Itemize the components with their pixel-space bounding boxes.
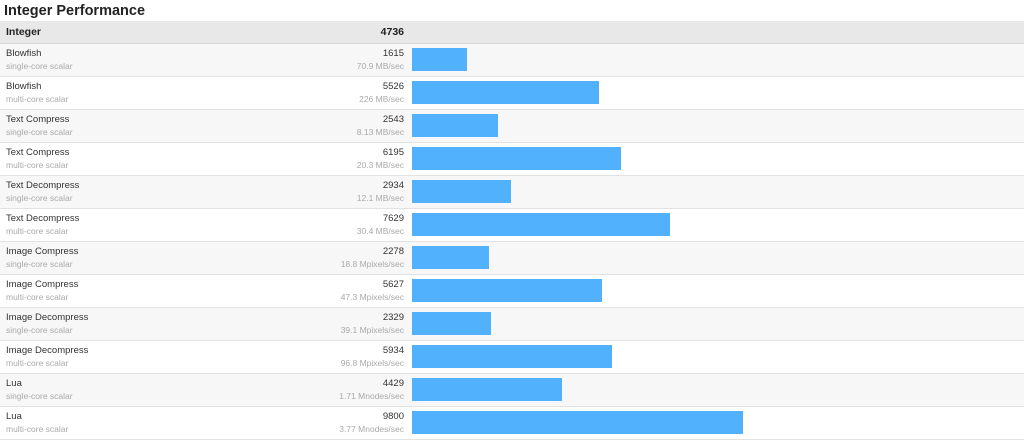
benchmark-name: Blowfish	[6, 81, 42, 92]
benchmark-subtitle: multi-core scalar	[6, 424, 69, 434]
table-row: Text Decompress multi-core scalar 7629 30.4…	[0, 209, 1024, 242]
benchmark-subtitle: multi-core scalar	[6, 226, 69, 236]
table-row: Lua single-core scalar 4429 1.71 Mnodes/sec	[0, 374, 1024, 407]
benchmark-name: Blowfish	[6, 48, 42, 59]
table-row: Lua multi-core scalar 9800 3.77 Mnodes/sec	[0, 407, 1024, 440]
score-bar	[412, 378, 562, 401]
score-bar	[412, 345, 612, 368]
benchmark-score: 5934	[382, 345, 404, 356]
score-bar	[412, 312, 491, 335]
benchmark-name: Text Compress	[6, 114, 70, 125]
benchmark-score: 4429	[382, 378, 404, 389]
benchmark-rate: 47.3 Mpixels/sec	[340, 292, 404, 302]
benchmark-rate: 12.1 MB/sec	[356, 193, 404, 203]
benchmark-name: Image Compress	[6, 279, 79, 290]
benchmark-name: Text Decompress	[6, 180, 80, 191]
table-row: Text Compress single-core scalar 2543 8.13 …	[0, 110, 1024, 143]
benchmark-subtitle: single-core scalar	[6, 127, 73, 137]
section-title: Integer Performance	[4, 3, 146, 19]
benchmark-rate: 39.1 Mpixels/sec	[340, 325, 404, 335]
score-bar	[412, 411, 743, 434]
benchmark-rate: 1.71 Mnodes/sec	[339, 391, 404, 401]
table-row: Text Compress multi-core scalar 6195 20.3 M…	[0, 143, 1024, 176]
benchmark-subtitle: single-core scalar	[6, 61, 73, 71]
score-bar	[412, 279, 602, 302]
benchmark-score: 9800	[382, 411, 404, 422]
benchmark-rate: 20.3 MB/sec	[356, 160, 404, 170]
benchmark-score: 7629	[382, 213, 404, 224]
benchmark-subtitle: multi-core scalar	[6, 160, 69, 170]
header-label: Integer	[6, 26, 42, 38]
benchmark-subtitle: single-core scalar	[6, 193, 73, 203]
benchmark-rate: 8.13 MB/sec	[356, 127, 404, 137]
benchmark-score: 2934	[382, 180, 404, 191]
benchmark-subtitle: multi-core scalar	[6, 292, 69, 302]
benchmark-subtitle: multi-core scalar	[6, 358, 69, 368]
table-row: Blowfish multi-core scalar 5526 226 MB/sec	[0, 77, 1024, 110]
benchmark-rate: 18.8 Mpixels/sec	[340, 259, 404, 269]
benchmark-rows: Blowfish single-core scalar 1615 70.9 MB/se…	[0, 44, 1024, 440]
benchmark-score: 5526	[382, 81, 404, 92]
benchmark-name: Image Decompress	[6, 312, 89, 323]
header-score: 4736	[380, 26, 404, 38]
score-bar	[412, 114, 498, 137]
benchmark-name: Lua	[6, 411, 22, 422]
benchmark-score: 2543	[382, 114, 404, 125]
benchmark-score: 6195	[382, 147, 404, 158]
score-bar	[412, 48, 467, 71]
table-row: Blowfish single-core scalar 1615 70.9 MB/se…	[0, 44, 1024, 77]
table-row: Image Compress multi-core scalar 5627 47.3 …	[0, 275, 1024, 308]
benchmark-subtitle: single-core scalar	[6, 259, 73, 269]
benchmark-subtitle: multi-core scalar	[6, 94, 69, 104]
benchmark-name: Lua	[6, 378, 22, 389]
benchmark-rate: 226 MB/sec	[359, 94, 404, 104]
benchmark-name: Image Compress	[6, 246, 79, 257]
table-row: Image Decompress multi-core scalar 5934 96.…	[0, 341, 1024, 374]
benchmark-score: 5627	[382, 279, 404, 290]
score-bar	[412, 81, 599, 104]
table-row: Image Compress single-core scalar 2278 18.8…	[0, 242, 1024, 275]
benchmark-name: Text Decompress	[6, 213, 80, 224]
benchmark-subtitle: single-core scalar	[6, 325, 73, 335]
table-row: Text Decompress single-core scalar 2934 12.…	[0, 176, 1024, 209]
benchmark-rate: 30.4 MB/sec	[356, 226, 404, 236]
benchmark-rate: 70.9 MB/sec	[356, 61, 404, 71]
table-header-row: Integer 4736	[0, 21, 1024, 44]
benchmark-score: 1615	[382, 48, 404, 59]
benchmark-score: 2329	[382, 312, 404, 323]
benchmark-name: Image Decompress	[6, 345, 89, 356]
score-bar	[412, 180, 511, 203]
integer-performance-table: Integer 4736 Blowfish single-core scalar 1…	[0, 21, 1024, 440]
benchmark-rate: 3.77 Mnodes/sec	[339, 424, 404, 434]
benchmark-name: Text Compress	[6, 147, 70, 158]
benchmark-subtitle: single-core scalar	[6, 391, 73, 401]
benchmark-rate: 96.8 Mpixels/sec	[340, 358, 404, 368]
score-bar	[412, 213, 670, 236]
table-row: Image Decompress single-core scalar 2329 39…	[0, 308, 1024, 341]
score-bar	[412, 246, 489, 269]
score-bar	[412, 147, 621, 170]
benchmark-score: 2278	[382, 246, 404, 257]
